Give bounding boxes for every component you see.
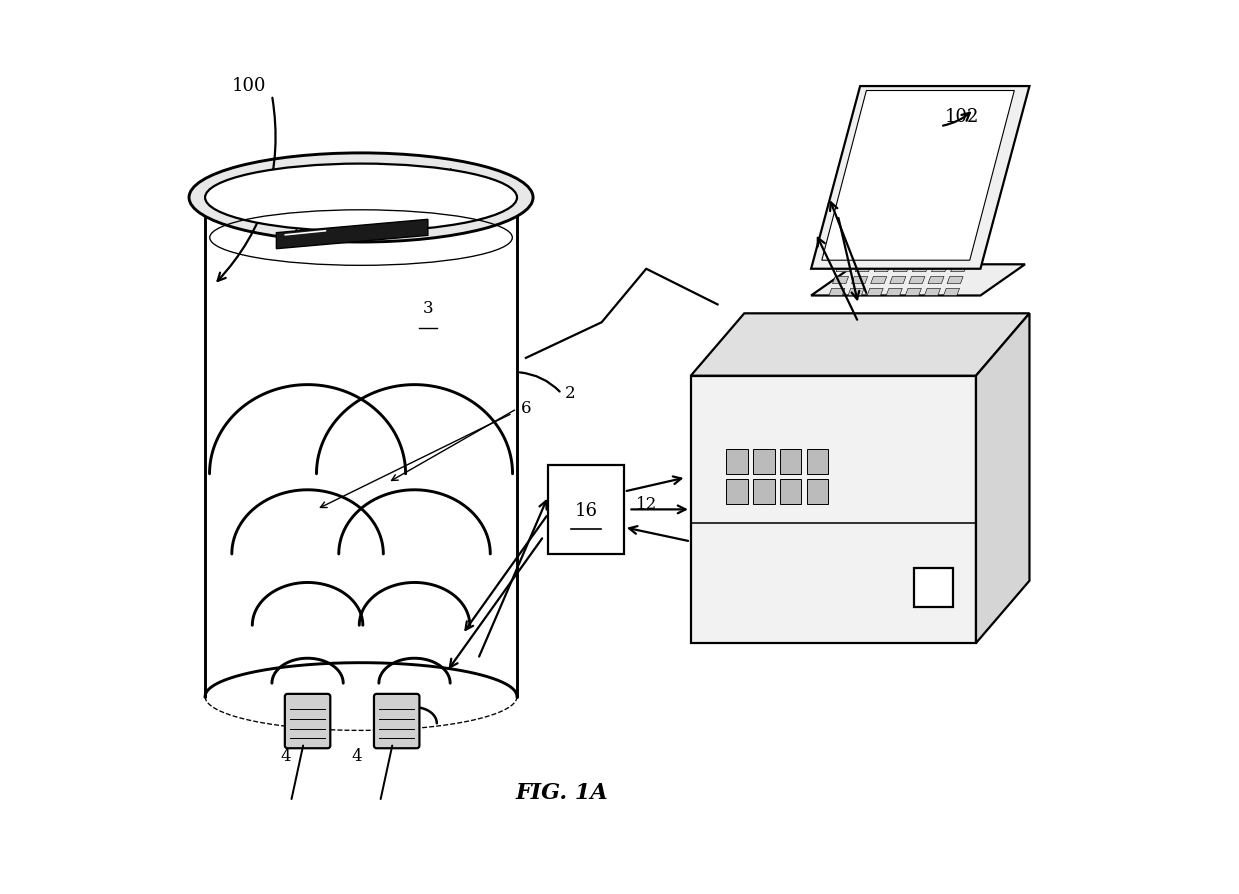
FancyBboxPatch shape: [726, 479, 748, 504]
Polygon shape: [847, 289, 864, 296]
Polygon shape: [875, 265, 891, 272]
Polygon shape: [924, 289, 940, 296]
Text: 3: 3: [422, 300, 434, 317]
Polygon shape: [886, 289, 902, 296]
Text: 16: 16: [575, 502, 597, 520]
Polygon shape: [812, 86, 1030, 269]
Text: 100: 100: [232, 77, 266, 95]
FancyBboxPatch shape: [548, 465, 624, 554]
Text: 6: 6: [520, 401, 532, 417]
Ellipse shape: [206, 164, 517, 232]
Polygon shape: [867, 289, 883, 296]
Text: 102: 102: [945, 107, 979, 126]
Polygon shape: [976, 313, 1030, 643]
Polygon shape: [276, 219, 427, 249]
FancyBboxPatch shape: [779, 479, 802, 504]
Polygon shape: [950, 265, 966, 272]
Ellipse shape: [190, 153, 533, 242]
FancyBboxPatch shape: [807, 449, 828, 474]
Polygon shape: [928, 276, 944, 283]
Polygon shape: [906, 289, 922, 296]
Polygon shape: [932, 265, 948, 272]
FancyBboxPatch shape: [691, 375, 976, 643]
Text: 5': 5': [313, 189, 328, 206]
Text: 4: 4: [280, 747, 291, 764]
Polygon shape: [812, 265, 1025, 296]
Polygon shape: [909, 276, 926, 283]
Polygon shape: [836, 265, 852, 272]
Text: 5': 5': [439, 166, 453, 183]
Text: 12: 12: [636, 496, 657, 513]
FancyBboxPatch shape: [807, 479, 828, 504]
FancyBboxPatch shape: [913, 569, 953, 607]
Polygon shape: [855, 265, 871, 272]
Polygon shape: [890, 276, 906, 283]
Text: 4: 4: [352, 747, 362, 764]
Polygon shape: [851, 276, 867, 283]
FancyBboxPatch shape: [753, 479, 774, 504]
FancyBboxPatch shape: [753, 449, 774, 474]
Text: 5: 5: [396, 182, 406, 199]
FancyBboxPatch shape: [779, 449, 802, 474]
Polygon shape: [821, 90, 1015, 260]
Polygon shape: [912, 265, 928, 272]
Polygon shape: [691, 313, 1030, 375]
Polygon shape: [829, 289, 845, 296]
FancyBboxPatch shape: [285, 694, 331, 748]
Polygon shape: [944, 289, 959, 296]
Polygon shape: [947, 276, 963, 283]
Polygon shape: [893, 265, 909, 272]
Text: FIG. 1A: FIG. 1A: [515, 782, 608, 804]
FancyBboxPatch shape: [374, 694, 420, 748]
Polygon shape: [871, 276, 887, 283]
Polygon shape: [833, 276, 849, 283]
FancyBboxPatch shape: [726, 449, 748, 474]
Text: 2: 2: [565, 385, 576, 402]
